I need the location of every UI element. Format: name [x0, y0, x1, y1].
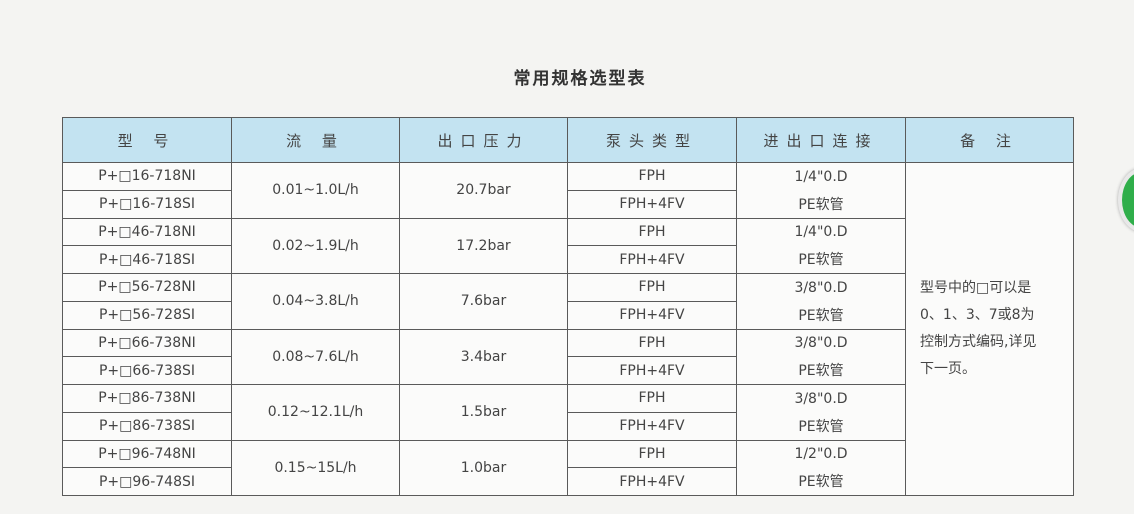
pump-head-cell: FPH [567, 439, 737, 469]
model-cell: P+□56-728NI [62, 273, 232, 302]
note-cell: 型号中的□可以是 0、1、3、7或8为 控制方式编码,详见 下一页。 [905, 162, 1074, 496]
model-cell: P+□86-738SI [62, 411, 232, 441]
table-row: P+□96-748NI 0.15~15L/h 1.0bar FPH 1/2"0.D [62, 439, 1074, 496]
connection-cell: PE软管 [736, 412, 906, 441]
model-cell: P+□86-738NI [62, 384, 232, 413]
pressure-cell: 1.5bar [399, 384, 568, 441]
header-flow: 流 量 [231, 117, 400, 163]
flow-cell: 0.12~12.1L/h [231, 384, 400, 441]
model-cell: P+□96-748NI [62, 439, 232, 469]
header-row: 型 号 流 量 出口压力 泵头类型 进出口连接 备 注 [62, 117, 1074, 163]
pump-head-cell: FPH [567, 162, 737, 191]
flow-cell: 0.02~1.9L/h [231, 217, 400, 274]
pump-head-cell: FPH+4FV [567, 467, 737, 496]
table-row: P+□16-718NI 0.01~1.0L/h 20.7bar FPH 1/4"0.D 型… [62, 162, 1074, 496]
pressure-cell: 3.4bar [399, 328, 568, 385]
table-row: P+□86-738SI FPH+4FV PE软管 [62, 411, 1074, 441]
flow-cell: 0.01~1.0L/h [231, 162, 400, 219]
model-cell: P+□46-718NI [62, 217, 232, 247]
header-note: 备 注 [905, 117, 1074, 163]
table-row: P+□46-718NI 0.02~1.9L/h 17.2bar FPH 1/4"0.D [62, 217, 1074, 274]
note-line: 0、1、3、7或8为 [920, 307, 1035, 323]
header-pump-head: 泵头类型 [567, 117, 737, 163]
green-circle-decoration [1118, 168, 1134, 232]
connection-cell: 1/2"0.D [736, 439, 906, 468]
connection-cell: PE软管 [736, 301, 906, 330]
pump-head-cell: FPH+4FV [567, 245, 737, 274]
pressure-cell: 7.6bar [399, 273, 568, 330]
flow-cell: 0.04~3.8L/h [231, 273, 400, 330]
connection-cell: 3/8"0.D [736, 328, 906, 357]
connection-cell: PE软管 [736, 245, 906, 274]
header-connection: 进出口连接 [736, 117, 906, 163]
connection-cell: 1/4"0.D [736, 217, 906, 246]
connection-cell: PE软管 [736, 356, 906, 385]
flow-cell: 0.08~7.6L/h [231, 328, 400, 385]
header-model: 型 号 [62, 117, 232, 163]
model-cell: P+□96-748SI [62, 467, 232, 496]
pump-head-cell: FPH+4FV [567, 411, 737, 441]
table-row: P+□86-738NI 0.12~12.1L/h 1.5bar FPH 3/8"0.D [62, 384, 1074, 441]
pump-head-cell: FPH [567, 328, 737, 358]
connection-cell: 1/4"0.D [736, 162, 906, 191]
header-pressure: 出口压力 [399, 117, 568, 163]
model-cell: P+□16-718NI [62, 162, 232, 191]
pressure-cell: 1.0bar [399, 439, 568, 496]
model-cell: P+□56-728SI [62, 300, 232, 330]
pump-head-cell: FPH+4FV [567, 300, 737, 330]
pump-head-cell: FPH+4FV [567, 189, 737, 219]
connection-cell: PE软管 [736, 190, 906, 219]
flow-cell: 0.15~15L/h [231, 439, 400, 496]
table-row: P+□56-728SI FPH+4FV PE软管 [62, 300, 1074, 330]
page-title: 常用规格选型表 [513, 69, 647, 89]
pump-head-cell: FPH [567, 384, 737, 413]
model-cell: P+□66-738NI [62, 328, 232, 358]
table-row: P+□46-718SI FPH+4FV PE软管 [62, 245, 1074, 274]
table-row: P+□56-728NI 0.04~3.8L/h 7.6bar FPH 3/8"0.D [62, 273, 1074, 330]
table-row: P+□66-738SI FPH+4FV PE软管 [62, 356, 1074, 385]
pump-head-cell: FPH+4FV [567, 356, 737, 385]
note-line: 型号中的□可以是 [920, 280, 1032, 296]
pressure-cell: 17.2bar [399, 217, 568, 274]
connection-cell: 3/8"0.D [736, 384, 906, 413]
pump-head-cell: FPH [567, 273, 737, 302]
table-row: P+□96-748SI FPH+4FV PE软管 [62, 467, 1074, 496]
note-line: 控制方式编码,详见 [920, 334, 1037, 350]
pump-head-cell: FPH [567, 217, 737, 247]
spec-table: 型 号 流 量 出口压力 泵头类型 进出口连接 备 注 P+□16-718NI 0… [62, 117, 1074, 496]
connection-cell: 3/8"0.D [736, 273, 906, 302]
connection-cell: PE软管 [736, 467, 906, 496]
model-cell: P+□16-718SI [62, 189, 232, 219]
model-cell: P+□46-718SI [62, 245, 232, 274]
pressure-cell: 20.7bar [399, 162, 568, 219]
model-cell: P+□66-738SI [62, 356, 232, 385]
note-line: 下一页。 [920, 361, 976, 377]
